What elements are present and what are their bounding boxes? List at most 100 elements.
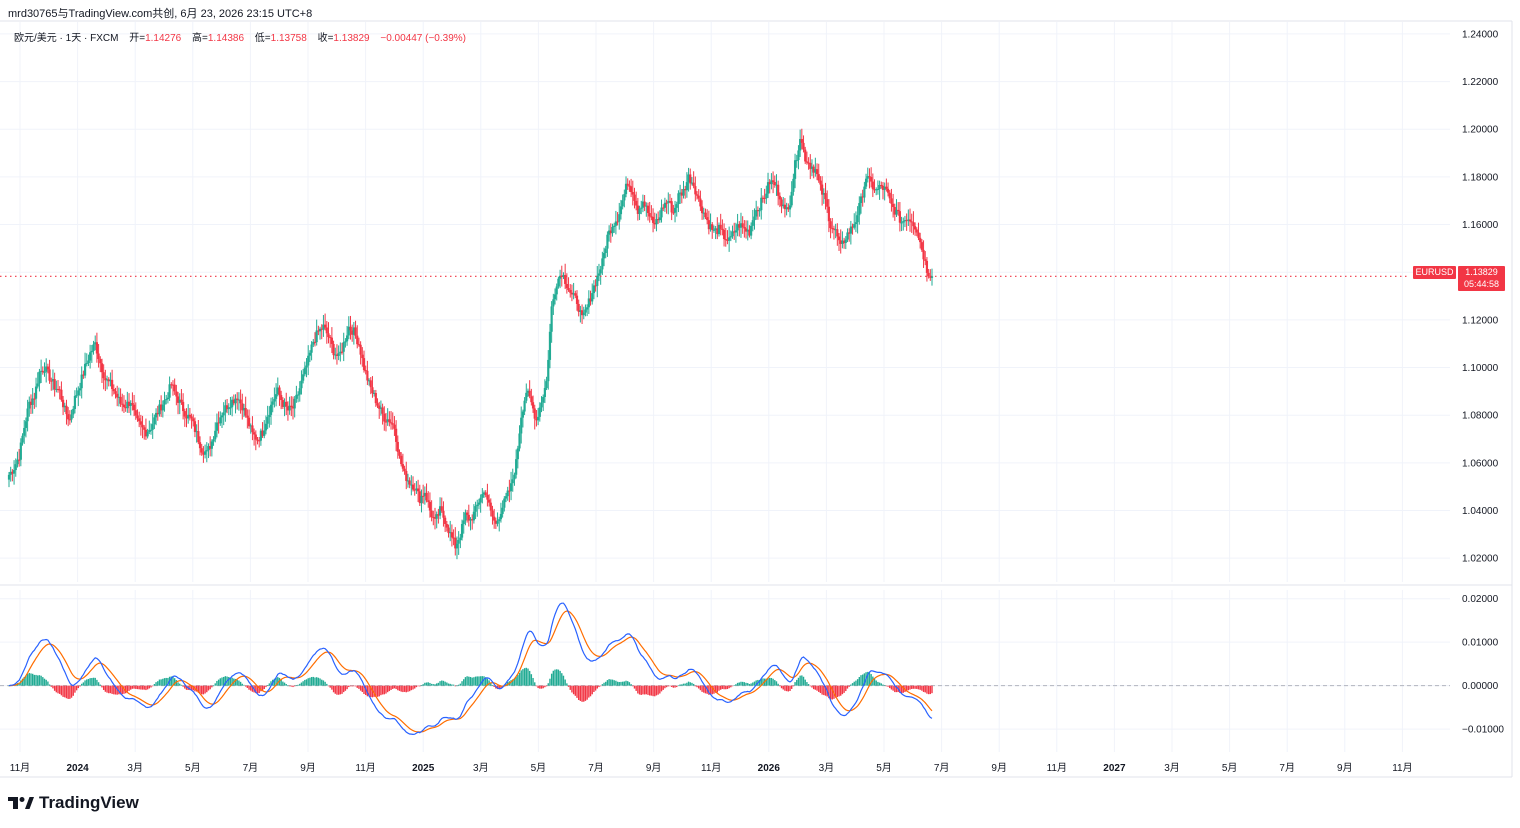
- x-tick-label: 9月: [1337, 762, 1353, 774]
- histogram-bar: [868, 672, 871, 686]
- histogram-bar: [358, 685, 360, 689]
- candle-body: [800, 138, 803, 143]
- histogram-bar: [67, 685, 69, 699]
- candle-body: [695, 194, 699, 196]
- histogram-bar: [672, 685, 675, 688]
- x-tick-label: 3月: [473, 762, 489, 774]
- histogram-bar: [921, 685, 923, 691]
- histogram-bar: [755, 680, 757, 686]
- histogram-bar: [905, 685, 908, 692]
- histogram-bar: [802, 676, 805, 686]
- histogram-bar: [35, 674, 37, 686]
- histogram-bar: [654, 685, 656, 697]
- candle-body: [651, 216, 655, 223]
- candle-body: [388, 419, 391, 423]
- histogram-bar: [588, 685, 590, 698]
- candle-body: [883, 186, 886, 190]
- candle-body: [821, 184, 824, 195]
- histogram-bar: [425, 682, 428, 686]
- histogram-bar: [270, 681, 272, 686]
- histogram-bar: [143, 685, 145, 690]
- histogram-bar: [599, 685, 602, 687]
- candle-body: [775, 184, 778, 186]
- candle-body: [139, 421, 142, 425]
- histogram-bar: [765, 678, 768, 686]
- candle-body: [751, 220, 754, 226]
- histogram-bar: [796, 679, 798, 686]
- candle-body: [247, 417, 251, 427]
- candle-body: [168, 384, 171, 398]
- histogram-bar: [498, 685, 500, 690]
- histogram-bar: [248, 685, 250, 690]
- histogram-bar: [99, 684, 101, 686]
- histogram-bar: [709, 685, 712, 695]
- histogram-bar: [447, 683, 450, 686]
- candle-body: [124, 407, 127, 409]
- candle-body: [114, 391, 117, 394]
- candle-body: [224, 405, 227, 413]
- histogram-bar: [747, 683, 749, 686]
- candle-body: [690, 182, 694, 184]
- candle-body: [694, 186, 697, 195]
- histogram-bar: [23, 677, 25, 686]
- candle-body: [31, 398, 34, 405]
- x-tick-label: 3月: [127, 762, 143, 774]
- candle-body: [592, 285, 596, 294]
- histogram-bar: [806, 682, 808, 686]
- candle-body: [143, 427, 146, 430]
- histogram-bar: [234, 678, 237, 686]
- candle-body: [636, 205, 639, 214]
- candle-body: [58, 389, 61, 391]
- histogram-bar: [899, 685, 901, 694]
- candle-body: [422, 495, 425, 497]
- y-tick-label: 1.16000: [1462, 220, 1499, 231]
- tradingview-logo[interactable]: TradingView: [8, 793, 139, 813]
- candle-body: [154, 412, 158, 418]
- candle-body: [165, 399, 168, 401]
- histogram-bar: [130, 685, 132, 690]
- candle-body: [826, 199, 829, 207]
- histogram-bar: [211, 685, 213, 688]
- candle-body: [102, 372, 105, 379]
- candle-body: [810, 166, 814, 169]
- candle-body: [215, 422, 219, 431]
- histogram-bar: [30, 673, 32, 686]
- histogram-bar: [327, 685, 330, 687]
- candle-body: [842, 240, 846, 244]
- histogram-bar: [701, 685, 703, 692]
- candle-body: [344, 341, 347, 343]
- candle-body: [280, 395, 283, 401]
- candle-body: [670, 201, 673, 213]
- candle-body: [731, 231, 734, 237]
- histogram-bar: [40, 675, 42, 686]
- candle-body: [849, 226, 852, 234]
- histogram-bar: [870, 674, 872, 686]
- histogram-bar: [679, 684, 681, 686]
- histogram-bar: [682, 683, 685, 686]
- candle-body: [913, 226, 917, 230]
- open-value: 1.14276: [145, 33, 182, 44]
- histogram-bar: [21, 678, 24, 686]
- histogram-bar: [723, 685, 725, 690]
- candle-body: [809, 162, 812, 169]
- candle-body: [149, 429, 153, 431]
- candle-body: [263, 430, 266, 436]
- candle-body: [569, 289, 572, 293]
- histogram-bar: [831, 685, 833, 700]
- histogram-bar: [741, 681, 744, 686]
- histogram-bar: [353, 685, 355, 687]
- histogram-bar: [660, 685, 663, 692]
- histogram-bar: [694, 685, 697, 687]
- candle-body: [276, 387, 279, 395]
- histogram-bar: [250, 685, 252, 691]
- histogram-bar: [512, 679, 514, 686]
- histogram-bar: [59, 685, 61, 694]
- x-tick-label: 11月: [1392, 762, 1412, 774]
- candle-body: [608, 230, 611, 235]
- histogram-bar: [74, 685, 76, 693]
- histogram-bar: [840, 685, 842, 696]
- x-tick-label: 11月: [355, 762, 375, 774]
- histogram-bar: [892, 685, 894, 691]
- candle-body: [190, 416, 193, 419]
